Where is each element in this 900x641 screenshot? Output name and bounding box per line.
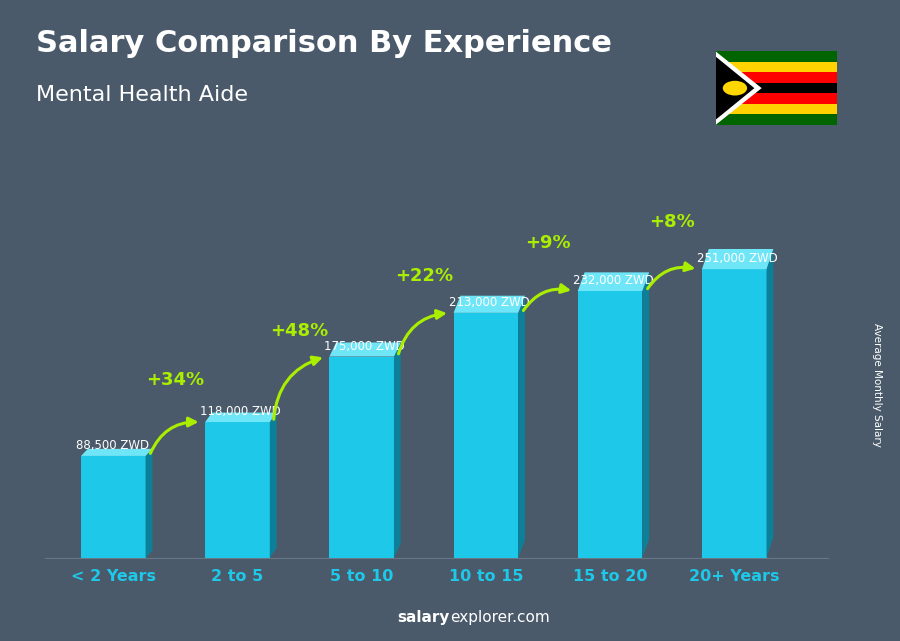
Text: Average Monthly Salary: Average Monthly Salary — [872, 322, 883, 447]
Polygon shape — [643, 272, 649, 558]
FancyArrowPatch shape — [150, 418, 195, 453]
Polygon shape — [767, 249, 773, 558]
Text: Mental Health Aide: Mental Health Aide — [36, 85, 248, 104]
Text: +9%: +9% — [525, 235, 571, 253]
Text: 118,000 ZWD: 118,000 ZWD — [200, 405, 281, 418]
Polygon shape — [205, 413, 276, 422]
Bar — [716, 94, 837, 104]
Text: 88,500 ZWD: 88,500 ZWD — [76, 439, 149, 452]
Polygon shape — [454, 296, 525, 313]
Text: Salary Comparison By Experience: Salary Comparison By Experience — [36, 29, 612, 58]
Bar — [205, 422, 270, 558]
Polygon shape — [146, 449, 152, 558]
Text: +34%: +34% — [147, 372, 204, 390]
Text: 232,000 ZWD: 232,000 ZWD — [572, 274, 653, 287]
Text: explorer.com: explorer.com — [450, 610, 550, 625]
Text: salary: salary — [398, 610, 450, 625]
Bar — [329, 356, 394, 558]
Polygon shape — [716, 51, 761, 125]
Bar — [716, 62, 837, 72]
Text: +48%: +48% — [271, 322, 328, 340]
Bar — [716, 51, 837, 62]
Text: 251,000 ZWD: 251,000 ZWD — [697, 252, 778, 265]
Bar — [716, 83, 837, 94]
Polygon shape — [578, 272, 649, 291]
Text: +22%: +22% — [395, 267, 453, 285]
Bar — [702, 269, 767, 558]
Text: 175,000 ZWD: 175,000 ZWD — [324, 340, 405, 353]
Bar — [81, 456, 146, 558]
Polygon shape — [702, 249, 773, 269]
Bar — [716, 115, 837, 125]
Circle shape — [723, 81, 747, 96]
Text: +8%: +8% — [649, 213, 695, 231]
Polygon shape — [394, 342, 400, 558]
FancyArrowPatch shape — [648, 263, 692, 288]
Bar — [716, 104, 837, 115]
FancyArrowPatch shape — [399, 311, 444, 354]
Bar — [716, 72, 837, 83]
Text: 213,000 ZWD: 213,000 ZWD — [448, 296, 529, 309]
FancyArrowPatch shape — [274, 357, 319, 419]
Polygon shape — [329, 342, 400, 356]
FancyArrowPatch shape — [524, 285, 568, 310]
Polygon shape — [270, 413, 276, 558]
Polygon shape — [518, 296, 525, 558]
Bar — [578, 291, 643, 558]
Bar — [454, 313, 518, 558]
Polygon shape — [81, 449, 152, 456]
Polygon shape — [716, 56, 754, 120]
